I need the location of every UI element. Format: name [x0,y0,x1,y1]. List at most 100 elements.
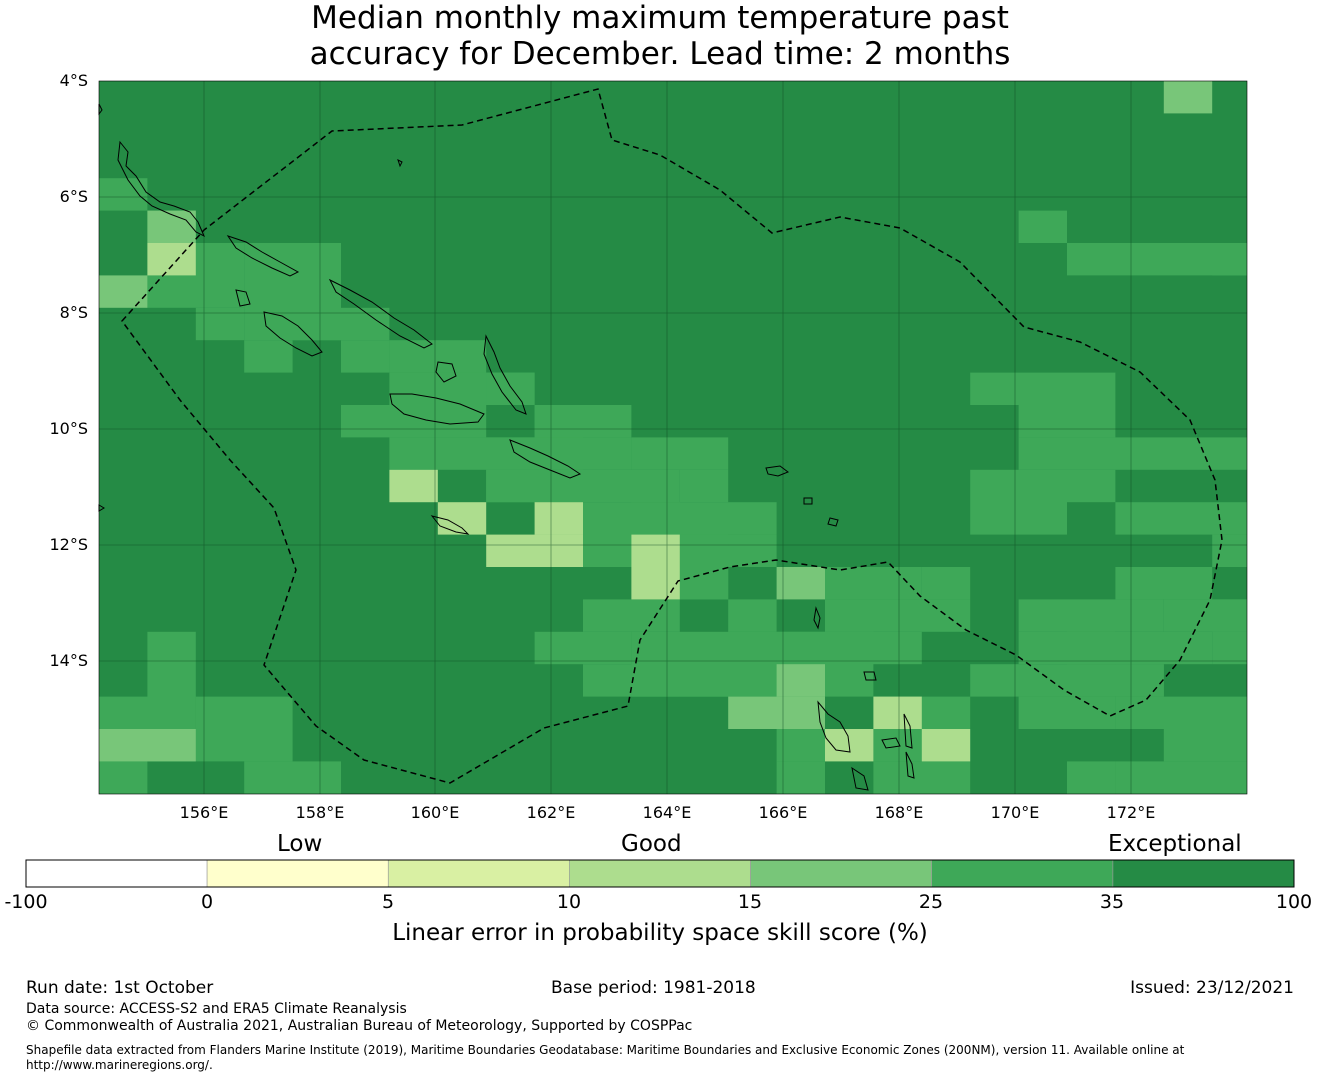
lon-label-164e: 164°E [642,803,692,822]
skill-cell [341,405,487,438]
colorbar-segment [1112,859,1295,888]
lon-label-162e: 162°E [526,803,576,822]
island-espiritu-santo [817,700,851,753]
skill-cell [1163,729,1247,762]
base-period: Base period: 1981-2018 [551,978,756,998]
lat-label-12s: 12°S [49,535,88,554]
colorbar-tick: 15 [737,891,763,913]
lon-label-168e: 168°E [874,803,924,822]
skill-cell [1018,405,1116,438]
skill-cell [195,696,293,762]
map-gridlines [99,81,1247,794]
colorbar-tick: 10 [556,891,582,913]
skill-cell [1018,437,1247,470]
skill-cell [631,502,777,535]
island-pentecost [905,751,915,779]
skill-cell [244,340,293,373]
map-frame [98,80,1248,795]
skill-cell [921,567,971,600]
skill-cell [776,567,825,600]
category-label-good: Good [621,831,682,857]
lon-label-156e: 156°E [179,803,229,822]
lat-label-6s: 6°S [59,187,88,206]
skill-cell [631,567,680,600]
lon-label-158e: 158°E [295,803,345,822]
island-malaita [483,334,527,415]
colorbar-segment [931,859,1114,888]
skill-cell [631,534,680,567]
skill-cell [873,696,922,729]
island-florida [435,361,457,383]
skill-cell [1115,664,1164,697]
data-source: Data source: ACCESS-S2 and ERA5 Climate … [26,1001,407,1017]
category-label-low: Low [277,831,323,857]
skill-cell [486,469,680,503]
island-vella-lavella [235,289,251,307]
skill-cell [825,567,922,600]
colorbar-segment [206,859,389,888]
lon-label-160e: 160°E [410,803,460,822]
island-rennell [430,515,470,535]
skill-cell [1212,631,1247,665]
skill-cell [631,437,729,470]
lat-label-10s: 10°S [49,419,88,438]
island-malakula [851,766,869,791]
island-guadalcanal [389,393,485,425]
colorbar-frame [25,859,1295,888]
shapefile-credit: Shapefile data extracted from Flanders M… [26,1043,1185,1057]
colorbar-segment [25,859,208,888]
island-torres [813,606,821,630]
skill-cell [1163,81,1213,114]
skill-cell [99,729,196,762]
island-new-georgia [263,311,323,357]
skill-cell [99,275,148,308]
skill-cells [99,81,1247,794]
copyright: © Commonwealth of Australia 2021, Austra… [26,1018,693,1034]
colorbar-tick: 100 [1275,891,1313,913]
skill-cell [534,631,632,665]
lat-label-14s: 14°S [49,651,88,670]
skill-cell [389,372,487,405]
skill-cell [970,469,1067,535]
run-date: Run date: 1st October [26,978,214,998]
skill-cell [921,729,971,762]
shapefile-url: http://www.marineregions.org/. [26,1058,213,1072]
colorbar-tick: 25 [918,891,944,913]
skill-cell [776,664,825,697]
colorbar-tick: 0 [200,891,214,913]
island-ambae [881,737,901,749]
lat-label-8s: 8°S [59,303,88,322]
island-santa-cruz [765,465,790,477]
skill-cell [1212,243,1247,276]
skill-cell [776,631,922,665]
island-ontong-java [397,159,403,168]
colorbar-tick: -100 [4,891,48,913]
skill-cell [1018,599,1164,632]
colorbar-segment [569,859,751,888]
island-bougainville [117,140,205,238]
skill-cell [437,502,487,535]
island-maewo [903,713,913,749]
island-reef [827,517,839,527]
skill-cell [1115,567,1213,600]
skill-cell [389,340,487,373]
eez-boundary [121,88,1223,784]
skill-cell [1115,696,1247,729]
colorbar-tick: 5 [381,891,395,913]
island-santa-isabel [328,278,433,349]
skill-cell [1115,502,1247,535]
skill-cell [728,696,825,729]
skill-cell [583,599,680,632]
colorbar [25,859,1295,888]
skill-cell [389,469,438,503]
colorbar-segment [387,859,570,888]
skill-cell [341,340,390,373]
island-vanua-lava [863,671,877,681]
skill-cell [1067,469,1116,503]
skill-cell [147,210,196,243]
skill-cell [534,502,583,535]
skill-cell [679,534,729,600]
lat-label-4s: 4°S [59,71,88,90]
skill-cell [1067,631,1213,665]
